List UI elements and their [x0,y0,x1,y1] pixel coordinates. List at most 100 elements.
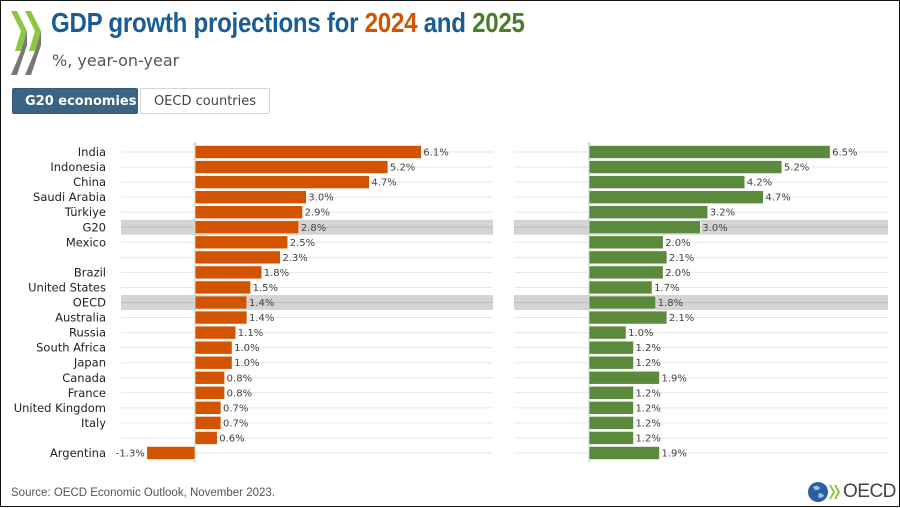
bar-2024-Italy [194,416,222,430]
data-label: 1.9% [661,373,686,384]
bar-2025-G20 [588,220,701,235]
data-label: 5.2% [390,163,415,174]
data-label: 2.9% [305,208,330,219]
bar-2024-Türkiye [194,205,303,219]
data-label: 3.2% [710,208,735,219]
data-label: 1.4% [249,298,274,309]
category-label: Argentina [50,446,106,460]
bar-2025-United Kingdom [588,401,634,415]
bar-2024-United States [194,280,251,295]
data-label: 4.7% [765,193,790,204]
data-label: 1.2% [636,388,661,399]
data-label: 2.0% [665,238,690,249]
data-label: 1.4% [249,313,274,324]
bar-2024-France [194,385,225,400]
category-label: Türkiye [64,205,106,219]
bar-2025-Japan [588,355,634,370]
bar-2025-China [588,175,746,189]
data-label: 1.7% [654,283,679,294]
bar-2025-Indonesia [588,160,783,174]
chevrons-icon [829,484,841,500]
bar-2024-Australia [194,310,248,325]
category-label: Russia [69,326,106,340]
bar-2024-Brazil [194,265,263,280]
bar-2024-United Kingdom [194,401,222,415]
category-label: Brazil [74,265,106,279]
data-label: 3.0% [308,193,333,204]
data-label: 1.8% [658,298,683,309]
category-label: United States [28,280,106,294]
data-label: 1.1% [238,328,263,339]
bar-2024-India [194,145,422,159]
bar-2024-Russia [194,325,237,340]
title-text: GDP growth projections for [51,7,365,38]
bar-2024-South Africa [194,340,233,355]
bar-2025-Saudi Arabia [588,190,764,204]
bar-2024-Indonesia [194,160,389,174]
bar-2024-Canada [194,370,225,385]
data-label: 6.5% [832,148,857,159]
tab-g20-economies[interactable]: G20 economies [12,88,138,114]
tab-oecd-countries[interactable]: OECD countries [140,88,270,114]
data-label: 5.2% [784,163,809,174]
data-label: -1.3% [116,449,145,460]
category-label: Japan [73,356,106,370]
category-label: Canada [62,371,106,385]
bar-2025-United States [588,280,653,295]
oecd-chevron-logo-icon [11,11,41,75]
data-label: 1.8% [264,268,289,279]
bar-2025-Canada [588,370,660,385]
bar-2025-South Africa [588,340,634,355]
category-label: Australia [55,311,106,325]
bar-2024-China [194,175,370,189]
oecd-logo: OECD [807,481,896,503]
data-label: 2.3% [282,253,307,264]
data-label: 1.2% [636,403,661,414]
category-label: France [68,386,106,400]
category-label: China [73,175,106,189]
data-label: 2.0% [665,268,690,279]
category-label: G20 [82,220,106,234]
bar-2024-Argentina [146,446,196,460]
category-label: Indonesia [50,160,106,174]
data-label: 1.2% [636,343,661,354]
data-label: 0.8% [227,373,252,384]
data-label: 1.2% [636,433,661,444]
data-label: 2.8% [301,223,326,234]
bar-2024-Mexico [194,235,289,250]
data-label: 0.8% [227,388,252,399]
chart-title: GDP growth projections for 2024 and 2025 [51,7,525,39]
title-year-2024: 2024 [364,7,418,38]
bar-2025-Türkiye [588,205,709,219]
category-label: United Kingdom [14,401,106,415]
data-label: 0.7% [223,403,248,414]
bar-2024-unlabeled [194,431,218,445]
bar-2024-Japan [194,355,233,370]
category-label: South Africa [36,341,106,355]
data-label: 1.0% [234,358,259,369]
bar-2024-unlabeled [194,250,281,265]
category-label: OECD [73,296,106,310]
category-label: Saudi Arabia [33,190,106,204]
category-label: Mexico [66,235,106,249]
bar-2025-France [588,385,634,400]
globe-icon [808,482,828,502]
data-label: 1.0% [628,328,653,339]
data-label: 4.2% [747,178,772,189]
source-note: Source: OECD Economic Outlook, November … [11,487,275,499]
bar-2025-India [588,145,831,159]
data-label: 1.2% [636,418,661,429]
bar-2024-G20 [194,220,300,235]
data-label: 4.7% [371,178,396,189]
data-label: 6.1% [423,148,448,159]
bar-2025-Mexico [588,235,664,250]
bar-2025-unlabeled [588,431,634,445]
data-label: 2.5% [290,238,315,249]
title-year-2025: 2025 [472,7,525,38]
chart-subtitle: %, year-on-year [52,51,180,70]
bar-2025-Italy [588,416,634,430]
bar-2024-OECD [194,295,248,310]
bar-2024-Saudi Arabia [194,190,307,204]
bar-2025-OECD [588,295,657,310]
